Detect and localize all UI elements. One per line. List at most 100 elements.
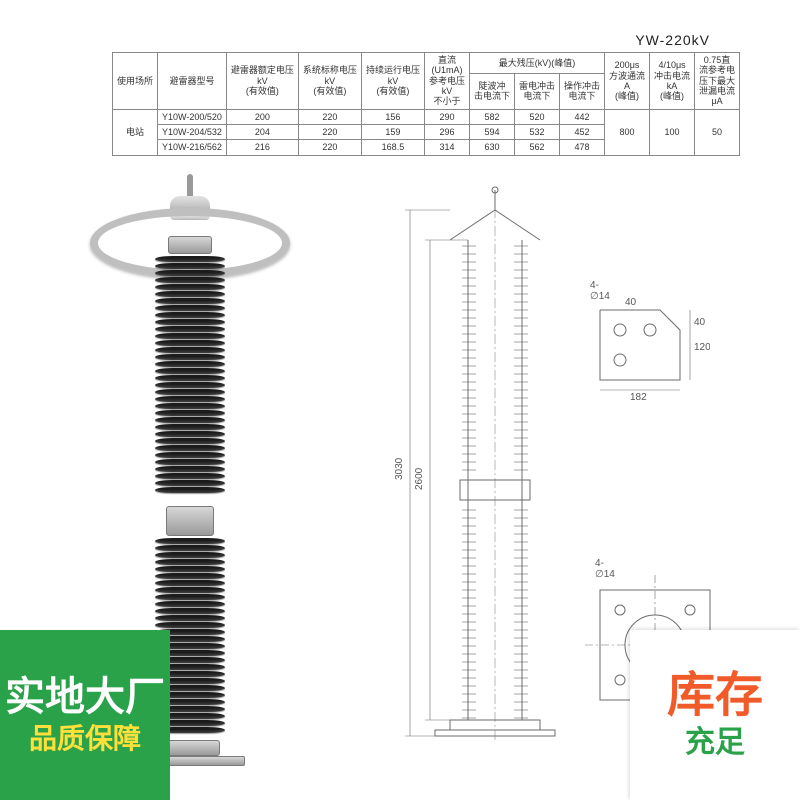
shed-disc [155,382,225,388]
shed-disc [155,473,225,479]
cell: 520 [514,109,559,124]
upper-shed-stack: /*placeholder*/ [155,256,225,494]
col-impulse: 4/10μs冲击电流kA(峰值) [650,53,695,110]
shed-disc [155,263,225,269]
cell: Y10W-216/562 [158,140,227,155]
badge-factory-text: 实地大厂 品质保障 [5,676,165,753]
badge-stock-text: 库存 充足 [667,671,763,759]
shed-disc [155,431,225,437]
shed-disc [155,340,225,346]
cell: 314 [424,140,469,155]
badge-stock: 库存 充足 [630,630,800,800]
shed-disc [155,594,225,600]
cell: 50 [695,109,740,155]
cell: 296 [424,125,469,140]
table-header-row: 使用场所 避雷器型号 避雷器额定电压kV(有效值) 系统标称电压kV(有效值) … [113,53,740,74]
col-rated: 避雷器额定电压kV(有效值) [226,53,298,110]
shed-disc [155,298,225,304]
shed-disc [155,396,225,402]
col-model: 避雷器型号 [158,53,227,110]
shed-disc [155,424,225,430]
cell: 582 [469,109,514,124]
shed-disc [155,333,225,339]
cell: 204 [226,125,298,140]
shed-disc [155,615,225,621]
shed-disc [155,452,225,458]
cell: 442 [560,109,605,124]
shed-disc [155,368,225,374]
svg-text:40: 40 [625,297,637,308]
top-flange [168,236,212,254]
shed-disc [155,319,225,325]
shed-disc [155,256,225,262]
shed-disc [155,545,225,551]
cell: 200 [226,109,298,124]
col-steep: 陡波冲击电流下 [469,74,514,110]
col-mcov: 持续运行电压kV(有效值) [361,53,424,110]
shed-disc [155,480,225,486]
shed-disc [155,389,225,395]
shed-disc [155,284,225,290]
shed-disc [155,277,225,283]
cell: 100 [650,109,695,155]
shed-disc [155,438,225,444]
shed-disc [155,566,225,572]
mid-flange [166,506,214,536]
shed-disc [155,445,225,451]
cell: 800 [605,109,650,155]
shed-disc [155,608,225,614]
shed-disc [155,312,225,318]
col-dcref: 直流(U1mA)参考电压kV不小于 [424,53,469,110]
cell: 159 [361,125,424,140]
cell: 156 [361,109,424,124]
col-switch: 操作冲击电流下 [560,74,605,110]
cell: 452 [560,125,605,140]
datasheet-page: YW-220kV 使用场所 避雷器型号 避雷器额定电压kV(有效值) 系统标称电… [0,0,800,800]
cell: 168.5 [361,140,424,155]
cell: 220 [298,109,361,124]
dim-overall: 3030 [394,457,405,480]
shed-disc [155,552,225,558]
shed-disc [155,580,225,586]
shed-disc [155,375,225,381]
shed-disc [155,354,225,360]
shed-disc [155,559,225,565]
shed-disc [155,305,225,311]
svg-text:40: 40 [694,317,706,328]
cell: 630 [469,140,514,155]
shed-disc [155,291,225,297]
col-leak: 0.75直流参考电压下最大泄漏电流μA [695,53,740,110]
badge-stock-big: 库存 [667,671,763,721]
shed-disc [155,459,225,465]
shed-disc [155,417,225,423]
shed-disc [155,622,225,628]
outline-drawing: 3030 2600 4-∅14 182 120 40 40 4-∅14 [390,180,600,770]
shed-disc [155,466,225,472]
cell: 562 [514,140,559,155]
shed-disc [155,403,225,409]
badge-factory: 实地大厂 品质保障 [0,630,170,800]
cell: Y10W-204/532 [158,125,227,140]
cell: 220 [298,125,361,140]
col-light: 雷电冲击电流下 [514,74,559,110]
table-row: 电站 Y10W-200/520 200 220 156 290 582 520 … [113,109,740,124]
drawing-svg: 3030 2600 [390,180,600,770]
table-body: 电站 Y10W-200/520 200 220 156 290 582 520 … [113,109,740,155]
shed-disc [155,538,225,544]
shed-disc [155,270,225,276]
badge-stock-small: 充足 [667,727,763,759]
cell: 290 [424,109,469,124]
col-system: 系统标称电压kV(有效值) [298,53,361,110]
shed-disc [155,573,225,579]
cell: 594 [469,125,514,140]
col-usage: 使用场所 [113,53,158,110]
dim-upper: 2600 [414,467,425,490]
shed-disc [155,347,225,353]
shed-disc [155,601,225,607]
col-residual: 最大残压(kV)(峰值) [469,53,604,74]
svg-text:182: 182 [630,392,647,400]
top-bracket-detail: 182 120 40 40 [590,290,710,400]
cell: Y10W-200/520 [158,109,227,124]
shed-disc [155,326,225,332]
cell: 216 [226,140,298,155]
